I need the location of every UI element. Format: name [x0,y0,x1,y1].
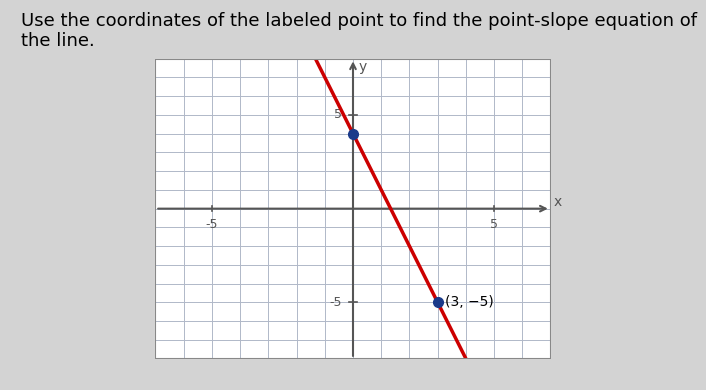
Text: 5: 5 [490,218,498,231]
Text: Use the coordinates of the labeled point to find the point-slope equation of
the: Use the coordinates of the labeled point… [21,12,698,50]
Text: x: x [554,195,562,209]
Text: 5: 5 [334,108,342,121]
Text: -5: -5 [329,296,342,309]
Text: (3, −5): (3, −5) [445,296,493,310]
Text: y: y [359,60,367,74]
Text: -5: -5 [205,218,218,231]
